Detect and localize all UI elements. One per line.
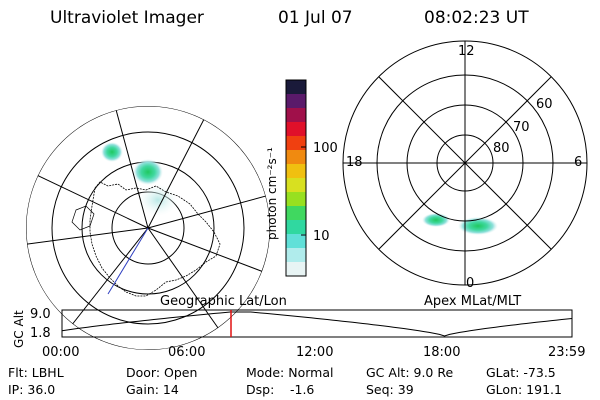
colorbar-segment	[286, 150, 306, 165]
flt-info: Flt: LBHL	[8, 365, 64, 380]
colorbar-segment	[286, 94, 306, 109]
gain-info: Gain: 14	[126, 382, 179, 397]
mlat-label-80: 80	[493, 141, 510, 156]
colorbar-segment	[286, 136, 306, 151]
colorbar-tick-10: 10	[313, 229, 330, 244]
mlt-label-6: 6	[574, 155, 583, 170]
colorbar-segment	[286, 164, 306, 179]
date-label: 01 Jul 07	[278, 8, 353, 28]
mlt-label-12: 12	[458, 44, 475, 59]
colorbar-segment	[286, 220, 306, 235]
apex-mlat-mlt-map	[342, 40, 588, 286]
colorbar-segment	[286, 122, 306, 137]
x-tick-1800: 18:00	[423, 345, 461, 360]
x-tick-1200: 12:00	[296, 345, 334, 360]
colorbar-segment	[286, 80, 306, 95]
instrument-title: Ultraviolet Imager	[50, 8, 204, 28]
time-label: 08:02:23 UT	[424, 8, 529, 28]
colorbar-segment	[286, 178, 306, 193]
mlt-label-18: 18	[346, 155, 363, 170]
glon-info: GLon: 191.1	[486, 382, 562, 397]
mode-info: Mode: Normal	[246, 365, 334, 380]
mlat-label-70: 70	[513, 120, 530, 135]
mlat-label-60: 60	[536, 97, 553, 112]
colorbar-segment	[286, 262, 306, 277]
apex-caption: Apex MLat/MLT	[424, 294, 522, 309]
dsp-value: -1.6	[290, 382, 315, 397]
door-info: Door: Open	[126, 365, 198, 380]
y-tick-1-8: 1.8	[30, 326, 51, 341]
orbit-timeline	[61, 309, 573, 338]
x-tick-0000: 00:00	[42, 345, 80, 360]
dsp-label: Dsp:	[246, 382, 275, 397]
y-tick-9: 9.0	[30, 307, 51, 322]
x-tick-0600: 06:00	[168, 345, 206, 360]
colorbar-segment	[286, 248, 306, 263]
glat-info: GLat: -73.5	[486, 365, 556, 380]
colorbar-units-label: photon cm⁻²s⁻¹	[265, 147, 279, 240]
gc-alt-info: GC Alt: 9.0 Re	[366, 365, 454, 380]
geographic-map	[26, 106, 270, 350]
colorbar-segment	[286, 108, 306, 123]
gc-alt-axis-label: GC Alt	[12, 310, 26, 348]
colorbar-segment	[286, 234, 306, 249]
colorbar-segment	[286, 192, 306, 207]
ip-info: IP: 36.0	[8, 382, 56, 397]
x-tick-2359: 23:59	[548, 345, 586, 360]
colorbar	[285, 79, 307, 277]
colorbar-segment	[286, 206, 306, 221]
colorbar-tick-100: 100	[313, 141, 338, 156]
seq-info: Seq: 39	[366, 382, 414, 397]
mlt-label-0: 0	[466, 276, 475, 291]
geographic-caption: Geographic Lat/Lon	[160, 294, 287, 309]
colorbar-frame	[285, 79, 307, 277]
